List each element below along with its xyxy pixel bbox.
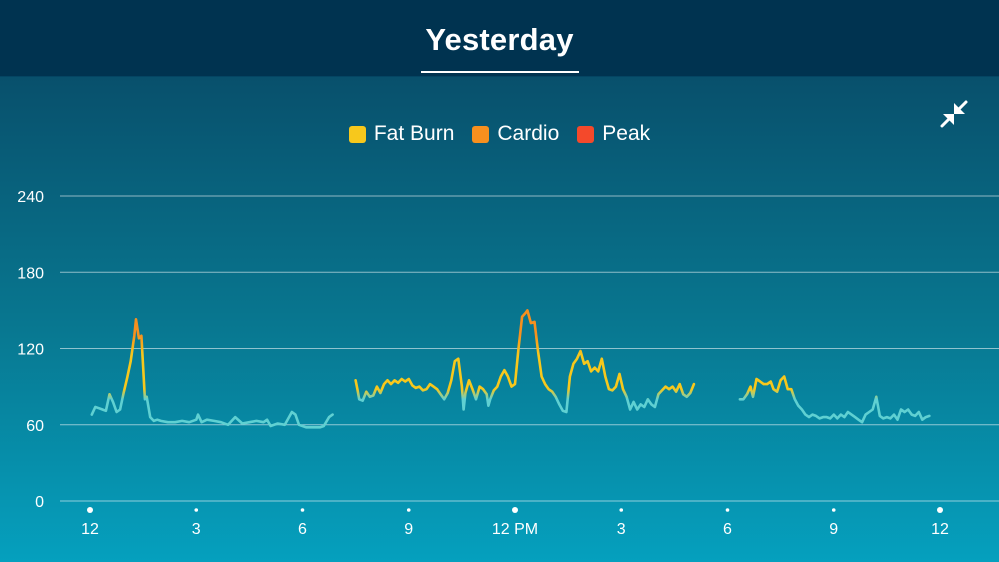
x-tick-label: 12 PM: [492, 521, 538, 538]
collapse-arrows-icon[interactable]: [938, 98, 970, 130]
title-underline: [421, 71, 579, 73]
x-tick-dot: [725, 508, 730, 512]
y-tick-label: 60: [26, 418, 44, 435]
header-bar: [0, 0, 999, 76]
x-tick-dot: [831, 508, 836, 512]
heart-rate-line-segment: [90, 318, 334, 429]
y-tick-label: 180: [17, 265, 44, 282]
legend-item-peak: Peak: [577, 122, 650, 146]
x-tick-label: 9: [829, 521, 838, 538]
legend-swatch: [472, 125, 490, 143]
heart-rate-line-segment: [354, 309, 696, 414]
x-tick-dot: [512, 507, 518, 513]
x-tick-dot: [87, 507, 93, 513]
legend-swatch: [348, 125, 366, 143]
x-tick-dot: [406, 508, 411, 512]
x-tick-label: 12: [931, 521, 949, 538]
page-title[interactable]: Yesterday: [425, 22, 574, 57]
legend-item-cardio: Cardio: [472, 122, 559, 146]
x-tick-dot: [619, 508, 624, 512]
x-tick-label: 3: [617, 521, 626, 538]
x-tick-label: 12: [81, 521, 99, 538]
x-tick-label: 3: [192, 521, 201, 538]
x-tick-dot: [937, 507, 943, 513]
legend-item-fat-burn: Fat Burn: [348, 122, 455, 146]
legend-label: Cardio: [497, 122, 560, 145]
x-tick-dot: [300, 508, 305, 512]
heart-rate-line-segment: [738, 375, 931, 424]
y-tick-label: 0: [35, 494, 44, 511]
y-tick-label: 240: [17, 189, 44, 206]
x-tick-label: 6: [723, 521, 732, 538]
x-tick-label: 6: [298, 521, 307, 538]
legend-label: Peak: [602, 122, 651, 145]
legend-swatch: [577, 125, 595, 143]
y-tick-label: 120: [17, 342, 44, 359]
legend-label: Fat Burn: [373, 122, 455, 145]
x-tick-dot: [194, 508, 199, 512]
x-tick-label: 9: [404, 521, 413, 538]
chart-legend: Fat Burn Cardio Peak: [0, 122, 999, 146]
